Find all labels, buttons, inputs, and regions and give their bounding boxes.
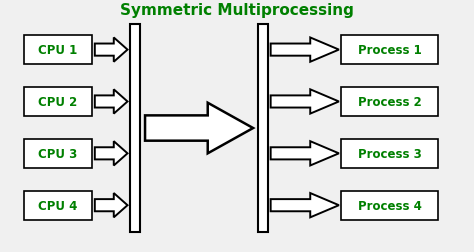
FancyBboxPatch shape <box>341 139 438 168</box>
Text: CPU 1: CPU 1 <box>38 44 78 57</box>
Text: Symmetric Multiprocessing: Symmetric Multiprocessing <box>120 3 354 18</box>
FancyBboxPatch shape <box>341 87 438 116</box>
FancyBboxPatch shape <box>341 36 438 65</box>
Text: Process 2: Process 2 <box>358 96 422 109</box>
Text: CPU 4: CPU 4 <box>38 199 78 212</box>
FancyBboxPatch shape <box>258 25 268 232</box>
FancyBboxPatch shape <box>24 139 92 168</box>
Polygon shape <box>95 90 128 114</box>
Polygon shape <box>95 142 128 166</box>
Text: Process 3: Process 3 <box>358 147 422 160</box>
Text: CPU 2: CPU 2 <box>38 96 78 109</box>
Text: Process 4: Process 4 <box>358 199 422 212</box>
Polygon shape <box>95 38 128 62</box>
FancyBboxPatch shape <box>24 36 92 65</box>
FancyBboxPatch shape <box>24 191 92 220</box>
FancyBboxPatch shape <box>130 25 140 232</box>
Polygon shape <box>95 193 128 217</box>
Polygon shape <box>145 103 253 154</box>
FancyBboxPatch shape <box>341 191 438 220</box>
Polygon shape <box>271 193 339 217</box>
Text: CPU 3: CPU 3 <box>38 147 78 160</box>
Polygon shape <box>271 38 339 62</box>
Polygon shape <box>271 142 339 166</box>
Polygon shape <box>271 90 339 114</box>
FancyBboxPatch shape <box>24 87 92 116</box>
Text: Process 1: Process 1 <box>358 44 422 57</box>
